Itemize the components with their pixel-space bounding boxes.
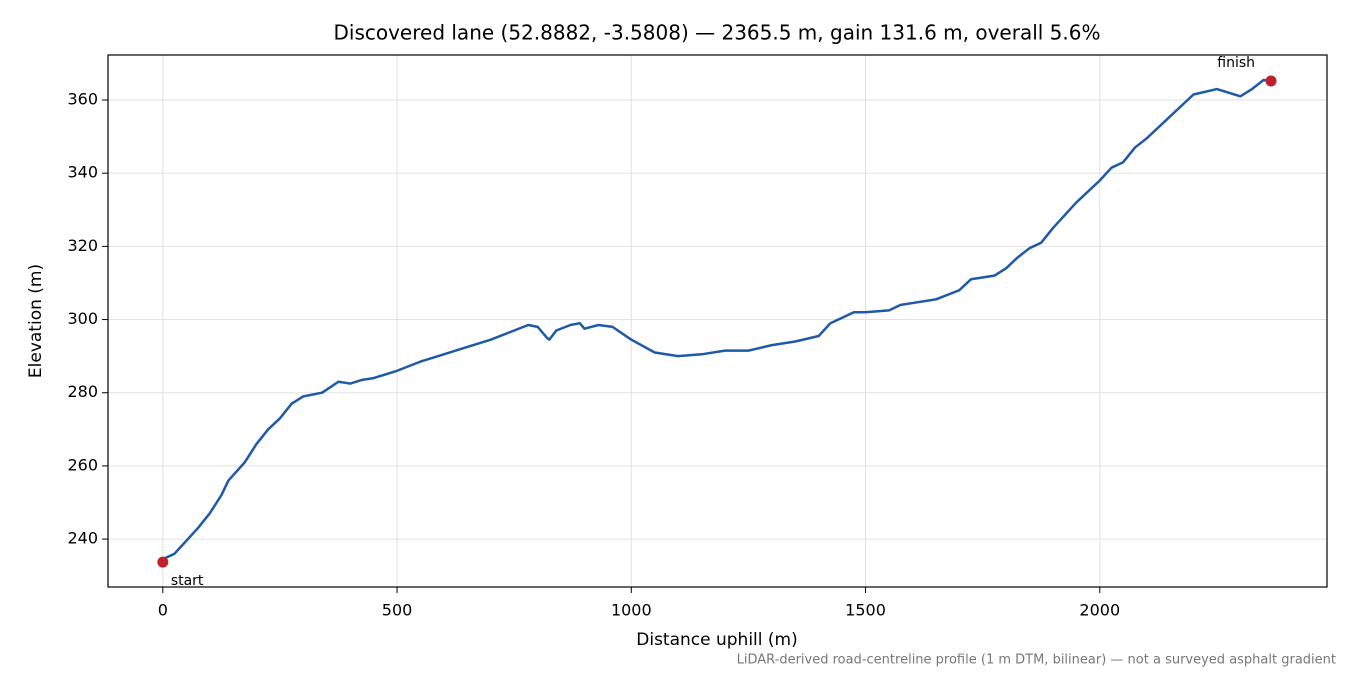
y-tick-label: 260 — [67, 455, 98, 474]
y-tick-label: 360 — [67, 90, 98, 109]
plot-frame — [107, 54, 1328, 588]
y-tick-label: 340 — [67, 163, 98, 182]
endpoint-label: start — [171, 573, 204, 589]
x-tick-label: 1000 — [611, 601, 652, 620]
y-axis-label: Elevation (m) — [26, 264, 46, 378]
x-axis-label: Distance uphill (m) — [636, 630, 797, 650]
y-tick-label: 240 — [67, 529, 98, 548]
y-tick-label: 280 — [67, 382, 98, 401]
chart-title: Discovered lane (52.8882, -3.5808) — 236… — [333, 21, 1100, 45]
x-tick-label: 2000 — [1079, 601, 1120, 620]
endpoint-marker — [1265, 75, 1277, 87]
y-tick-label: 320 — [67, 236, 98, 255]
x-tick-label: 0 — [158, 601, 168, 620]
y-tick-label: 300 — [67, 309, 98, 328]
footnote: LiDAR-derived road-centreline profile (1… — [737, 653, 1336, 668]
elevation-line — [162, 78, 1272, 561]
x-tick-label: 500 — [382, 601, 413, 620]
endpoint-label: finish — [1217, 55, 1255, 71]
endpoint-marker — [157, 556, 169, 568]
x-tick-label: 1500 — [845, 601, 886, 620]
